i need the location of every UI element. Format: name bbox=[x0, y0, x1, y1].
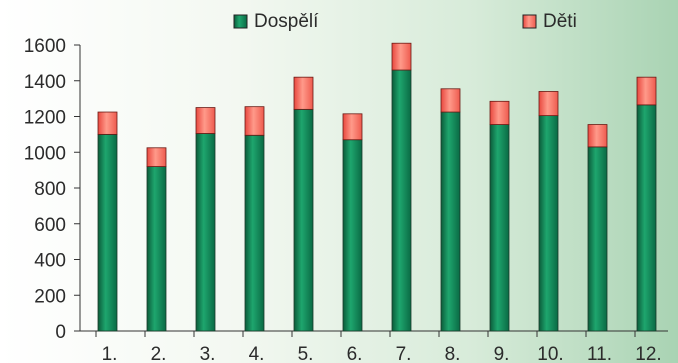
bar-dosp-l--6 bbox=[342, 139, 363, 332]
y-tick-label: 600 bbox=[34, 215, 66, 236]
y-tick-label: 400 bbox=[34, 251, 66, 272]
legend-swatch bbox=[522, 14, 537, 29]
x-tick-label: 3. bbox=[200, 344, 216, 363]
bar-d-ti-3 bbox=[195, 107, 216, 134]
y-tick-label: 1200 bbox=[24, 108, 66, 129]
x-tick-label: 1. bbox=[102, 344, 118, 363]
legend-label: Děti bbox=[543, 11, 577, 32]
bar-d-ti-6 bbox=[342, 113, 363, 141]
bar-d-ti-1 bbox=[97, 111, 118, 135]
y-tick-label: 200 bbox=[34, 286, 66, 307]
x-tick-label: 9. bbox=[494, 344, 510, 363]
x-tick-label: 8. bbox=[445, 344, 461, 363]
legend: Dospělí Děti bbox=[233, 11, 577, 32]
bar-d-ti-4 bbox=[244, 106, 265, 136]
bar-dosp-l--2 bbox=[146, 166, 167, 332]
y-tick-label: 0 bbox=[55, 322, 66, 343]
y-tick-label: 800 bbox=[34, 179, 66, 200]
bar-dosp-l--12 bbox=[636, 104, 657, 332]
x-tick-label: 6. bbox=[347, 344, 363, 363]
bar-d-ti-9 bbox=[489, 100, 510, 125]
x-tick-label: 11. bbox=[587, 344, 612, 363]
legend-label: Dospělí bbox=[254, 11, 319, 32]
y-tick-label: 1000 bbox=[24, 143, 66, 164]
x-tick-label: 12. bbox=[635, 344, 661, 363]
bar-dosp-l--5 bbox=[293, 108, 314, 332]
bar-dosp-l--7 bbox=[391, 69, 412, 332]
bar-dosp-l--1 bbox=[97, 133, 118, 332]
bar-dosp-l--11 bbox=[587, 146, 608, 332]
x-axis: 1. 2. 3. 4. 5. 6. 7. 8. 9. 10. 11. 12. bbox=[74, 330, 668, 363]
bar-dosp-l--8 bbox=[440, 111, 461, 332]
bar-d-ti-2 bbox=[146, 147, 167, 167]
bar-d-ti-5 bbox=[293, 76, 314, 110]
bar-d-ti-11 bbox=[587, 124, 608, 148]
x-tick-label: 10. bbox=[537, 344, 563, 363]
bar-d-ti-10 bbox=[538, 91, 559, 117]
y-axis: 0 200 400 600 800 1000 1200 1400 1600 bbox=[24, 36, 81, 343]
y-tick-label: 1400 bbox=[24, 72, 66, 93]
bar-d-ti-7 bbox=[391, 42, 412, 71]
legend-swatch bbox=[233, 14, 248, 29]
bar-dosp-l--9 bbox=[489, 124, 510, 332]
bar-d-ti-8 bbox=[440, 88, 461, 113]
x-tick-label: 2. bbox=[151, 344, 167, 363]
x-tick-label: 7. bbox=[396, 344, 412, 363]
bar-dosp-l--10 bbox=[538, 115, 559, 332]
bar-dosp-l--4 bbox=[244, 134, 265, 332]
bar-dosp-l--3 bbox=[195, 133, 216, 332]
y-tick-label: 1600 bbox=[24, 36, 66, 57]
bars bbox=[97, 42, 657, 332]
x-tick-label: 4. bbox=[249, 344, 265, 363]
x-tick-label: 5. bbox=[298, 344, 314, 363]
bar-d-ti-12 bbox=[636, 76, 657, 106]
